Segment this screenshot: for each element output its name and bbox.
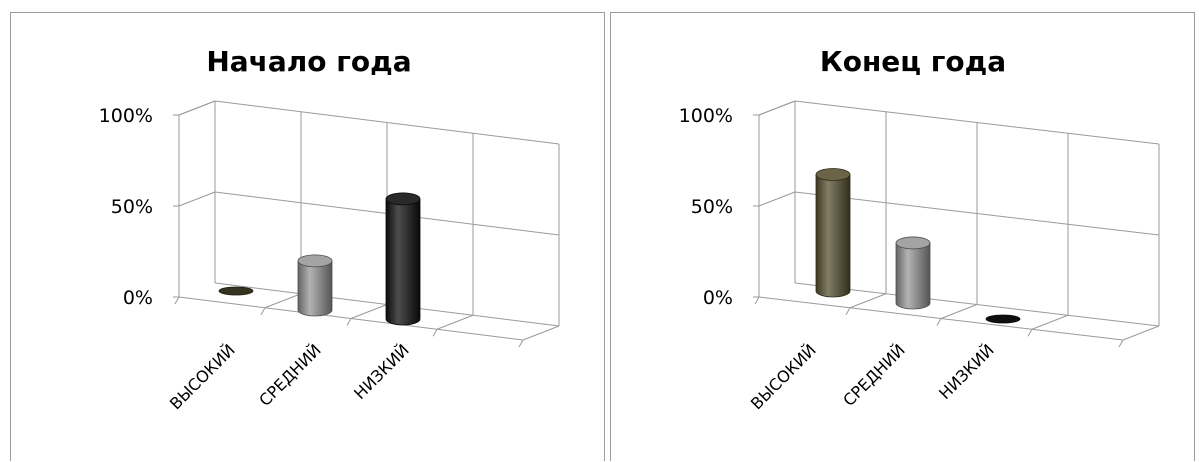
floor-depth-line — [264, 293, 302, 309]
y-tick-label: 0% — [123, 287, 153, 309]
x-tick-mark — [845, 307, 851, 315]
bar — [895, 236, 931, 310]
x-category-label: СРЕДНИЙ — [839, 340, 909, 410]
bar — [385, 192, 421, 326]
x-category-label: ВЫСОКИЙ — [166, 340, 239, 413]
x-tick-mark — [346, 318, 352, 326]
bar — [297, 254, 333, 317]
chart-title: Начало года — [206, 45, 411, 78]
y-tick-label: 0% — [703, 287, 733, 309]
x-tick-mark — [260, 307, 266, 315]
floor-depth-line — [940, 304, 978, 319]
side-gridline — [178, 100, 216, 116]
floor-depth-line — [849, 293, 887, 309]
side-gridline — [178, 191, 216, 207]
floor-depth-line — [1031, 314, 1069, 330]
floor-depth-line — [436, 314, 474, 330]
x-tick-mark — [754, 296, 760, 305]
x-tick-mark — [1027, 329, 1033, 337]
chart-end-of-year: Конец года 0% 50% 100% ВЫСОКИЙ СРЕДНИЙ НИЗКИ… — [679, 45, 1160, 413]
y-tick-label: 50% — [691, 196, 733, 218]
x-category-label: СРЕДНИЙ — [255, 340, 325, 410]
x-tick-mark — [936, 318, 942, 326]
floor-depth-line — [522, 325, 560, 341]
chart-title: Конец года — [820, 45, 1006, 78]
bar — [985, 314, 1021, 324]
x-tick-mark — [518, 339, 524, 348]
y-tick-label: 50% — [111, 196, 153, 218]
chart-start-of-year: Начало года 0% 50% 100% ВЫСОКИЙ СРЕДНИЙ НИЗК… — [99, 45, 560, 413]
x-category-label: НИЗКИЙ — [350, 340, 413, 403]
x-category-label: ВЫСОКИЙ — [747, 340, 820, 413]
side-gridline — [758, 191, 796, 207]
x-tick-mark — [432, 329, 438, 337]
x-tick-mark — [174, 296, 180, 305]
bar — [815, 168, 851, 298]
x-tick-mark — [1118, 339, 1124, 348]
chart-panel-start-of-year: Начало года 0% 50% 100% ВЫСОКИЙ СРЕДНИЙ НИЗК… — [10, 12, 605, 461]
x-category-label: НИЗКИЙ — [935, 340, 998, 403]
y-tick-label: 100% — [99, 105, 153, 127]
chart-panel-end-of-year: Конец года 0% 50% 100% ВЫСОКИЙ СРЕДНИЙ НИЗКИ… — [610, 12, 1195, 461]
floor-depth-line — [1122, 325, 1160, 341]
y-tick-label: 100% — [679, 105, 733, 127]
side-gridline — [758, 100, 796, 116]
floor-depth-line — [350, 304, 388, 319]
bar — [218, 286, 254, 296]
